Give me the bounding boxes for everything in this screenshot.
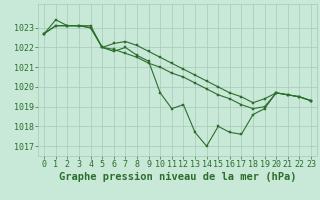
X-axis label: Graphe pression niveau de la mer (hPa): Graphe pression niveau de la mer (hPa)	[59, 172, 296, 182]
